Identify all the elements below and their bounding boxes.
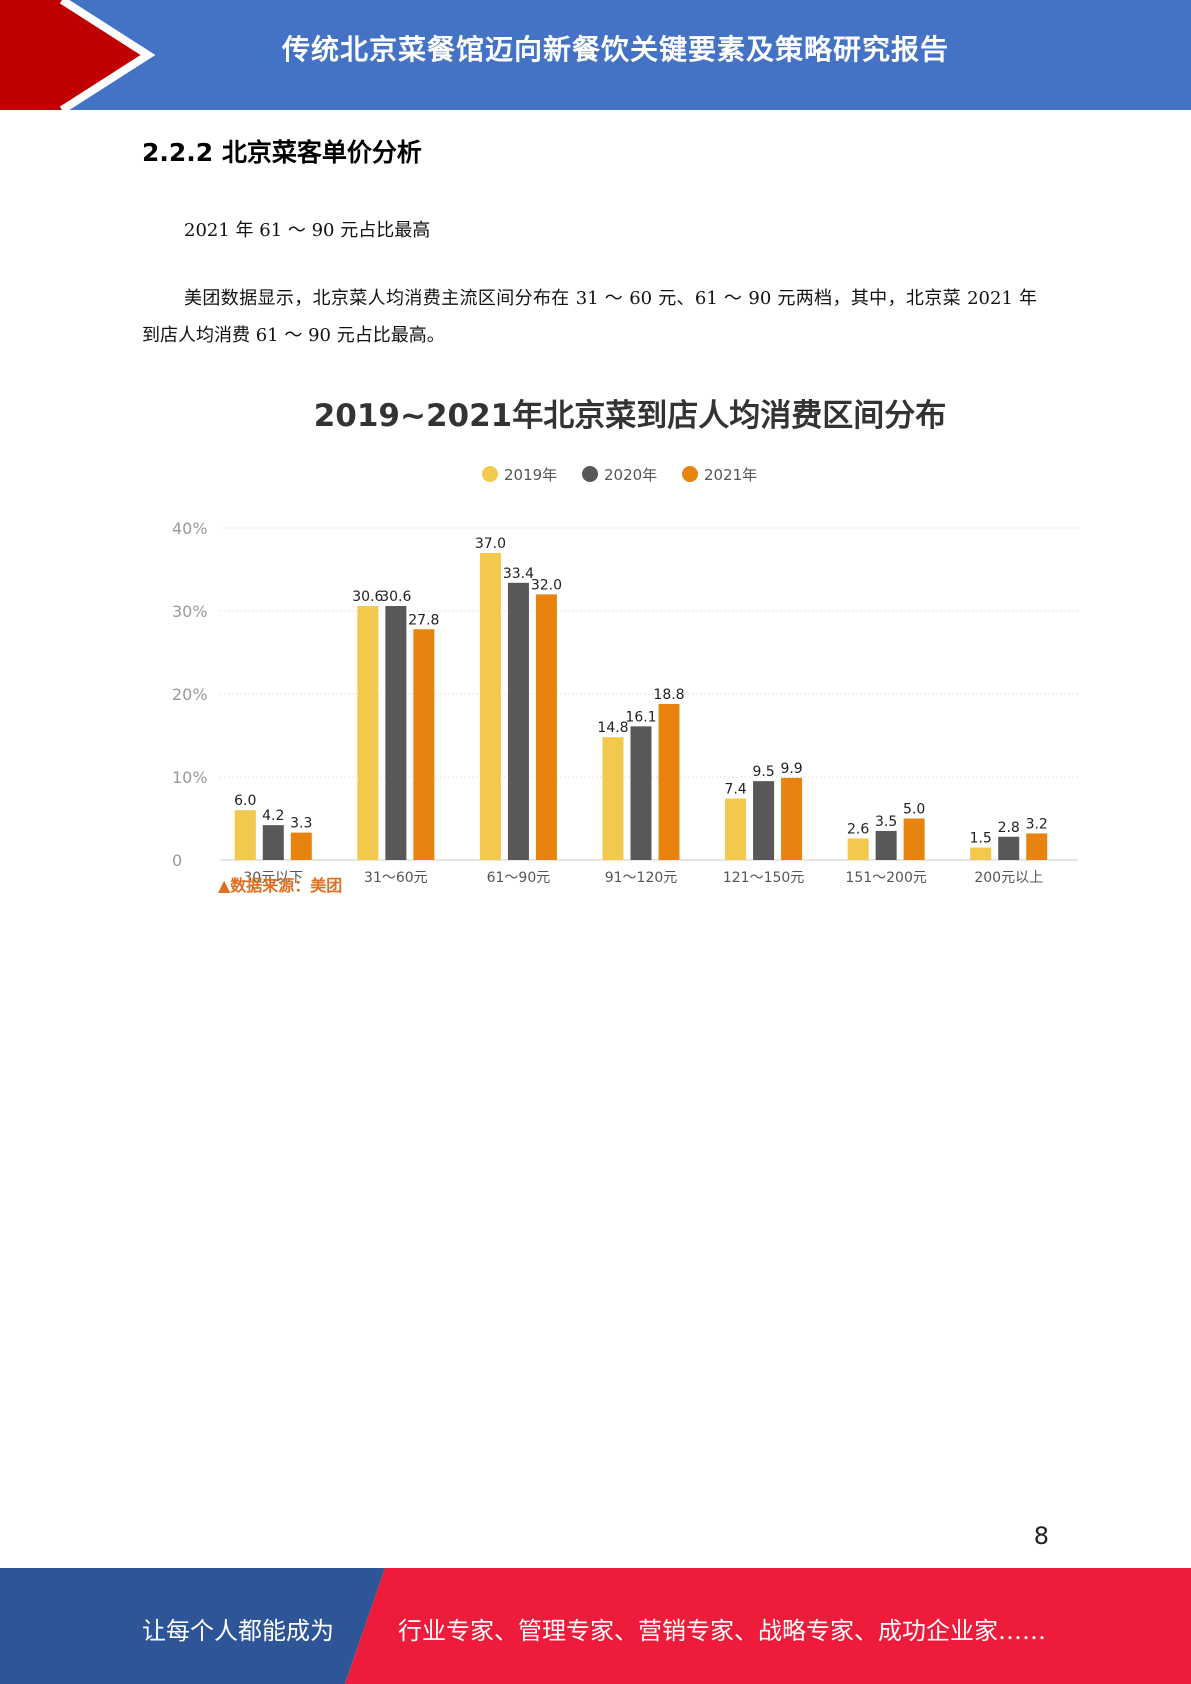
bar-5-0 [847, 838, 869, 860]
legend-marker-0 [482, 466, 498, 482]
data-label-5-0: 2.6 [847, 821, 869, 837]
bar-3-1 [630, 726, 652, 860]
legend-label-0: 2019年 [504, 466, 557, 484]
data-label-0-0: 6.0 [234, 793, 256, 809]
header-decoration [0, 0, 156, 110]
bar-5-2 [903, 818, 925, 860]
bar-1-0 [357, 606, 379, 860]
bar-4-0 [725, 798, 747, 860]
bar-4-2 [781, 777, 803, 860]
data-label-1-0: 30.6 [352, 589, 383, 605]
x-tick-label-1: 31～60元 [364, 870, 428, 886]
data-label-6-2: 3.2 [1026, 816, 1048, 832]
data-label-2-0: 37.0 [475, 536, 506, 552]
bar-6-1 [998, 836, 1020, 860]
header-red-chevron [0, 0, 148, 110]
legend-marker-2 [682, 466, 698, 482]
chart-title: 2019~2021年北京菜到店人均消费区间分布 [314, 398, 947, 434]
paragraph-subheading: 2021 年 61 ～ 90 元占比最高 [184, 220, 431, 241]
footer-slogan-right: 行业专家、管理专家、营销专家、战略专家、成功企业家…… [398, 1617, 1046, 1645]
bar-0-0 [234, 810, 256, 860]
bar-0-1 [262, 825, 284, 860]
x-tick-label-4: 121～150元 [723, 870, 804, 886]
y-tick-label-4: 40% [172, 519, 208, 538]
section-heading: 2.2.2 北京菜客单价分析 [142, 138, 422, 167]
data-label-1-1: 30.6 [380, 589, 411, 605]
data-label-3-0: 14.8 [597, 720, 628, 736]
y-tick-label-0: 0 [172, 851, 182, 870]
data-label-3-2: 18.8 [653, 687, 684, 703]
y-tick-label-2: 20% [172, 685, 208, 704]
bar-5-1 [875, 830, 897, 860]
data-label-1-2: 27.8 [408, 612, 439, 628]
bar-2-1 [507, 582, 529, 860]
legend-marker-1 [582, 466, 598, 482]
y-tick-label-3: 30% [172, 602, 208, 621]
footer-decoration [0, 1568, 1191, 1684]
data-label-5-1: 3.5 [875, 814, 897, 830]
header-white-stripe [59, 0, 156, 110]
x-tick-label-6: 200元以上 [974, 870, 1043, 886]
bar-chart: 2019~2021年北京菜到店人均消费区间分布 2019年 2020年 2021年 0 1… [170, 390, 1090, 920]
chart-svg: 2019~2021年北京菜到店人均消费区间分布 2019年 2020年 2021年 0 1… [172, 398, 1078, 895]
data-label-0-2: 3.3 [290, 816, 312, 832]
data-label-6-1: 2.8 [998, 820, 1020, 836]
data-label-4-1: 9.5 [752, 764, 774, 780]
data-label-4-0: 7.4 [724, 782, 746, 798]
bar-4-1 [753, 781, 775, 860]
bar-2-0 [479, 552, 501, 860]
bar-6-2 [1026, 833, 1048, 860]
data-label-0-1: 4.2 [262, 808, 284, 824]
data-label-2-1: 33.4 [503, 566, 534, 582]
x-tick-label-3: 91～120元 [605, 870, 678, 886]
legend-label-2: 2021年 [704, 466, 757, 484]
y-tick-label-1: 10% [172, 768, 208, 787]
x-tick-label-5: 151～200元 [845, 870, 926, 886]
bar-6-0 [970, 847, 992, 860]
bar-3-0 [602, 737, 624, 860]
bar-2-2 [535, 594, 557, 860]
bar-3-2 [658, 703, 680, 860]
data-label-4-2: 9.9 [780, 761, 802, 777]
paragraph-body: 美团数据显示，北京菜人均消费主流区间分布在 31 ～ 60 元、61 ～ 90 … [142, 288, 1037, 346]
legend-label-1: 2020年 [604, 466, 657, 484]
page-footer: 让每个人都能成为 行业专家、管理专家、营销专家、战略专家、成功企业家…… [0, 1568, 1191, 1684]
footer-red-block [345, 1568, 1191, 1684]
bar-1-2 [413, 629, 435, 860]
data-label-2-2: 32.0 [531, 577, 562, 593]
report-title: 传统北京菜餐馆迈向新餐饮关键要素及策略研究报告 [281, 33, 949, 66]
chart-source: ▲数据来源：美团 [218, 876, 342, 895]
footer-blue-block [0, 1568, 385, 1684]
bar-1-1 [385, 606, 407, 860]
x-tick-label-2: 61～90元 [487, 870, 551, 886]
data-label-6-0: 1.5 [970, 831, 992, 847]
data-label-3-1: 16.1 [625, 709, 656, 725]
data-label-5-2: 5.0 [903, 802, 925, 818]
footer-slogan-left: 让每个人都能成为 [142, 1617, 334, 1645]
x-tick-label-0: 30元以下 [243, 870, 303, 886]
page-header: 传统北京菜餐馆迈向新餐饮关键要素及策略研究报告 [0, 0, 1191, 110]
page-number: 8 [1033, 1522, 1049, 1550]
bar-0-2 [290, 832, 312, 860]
